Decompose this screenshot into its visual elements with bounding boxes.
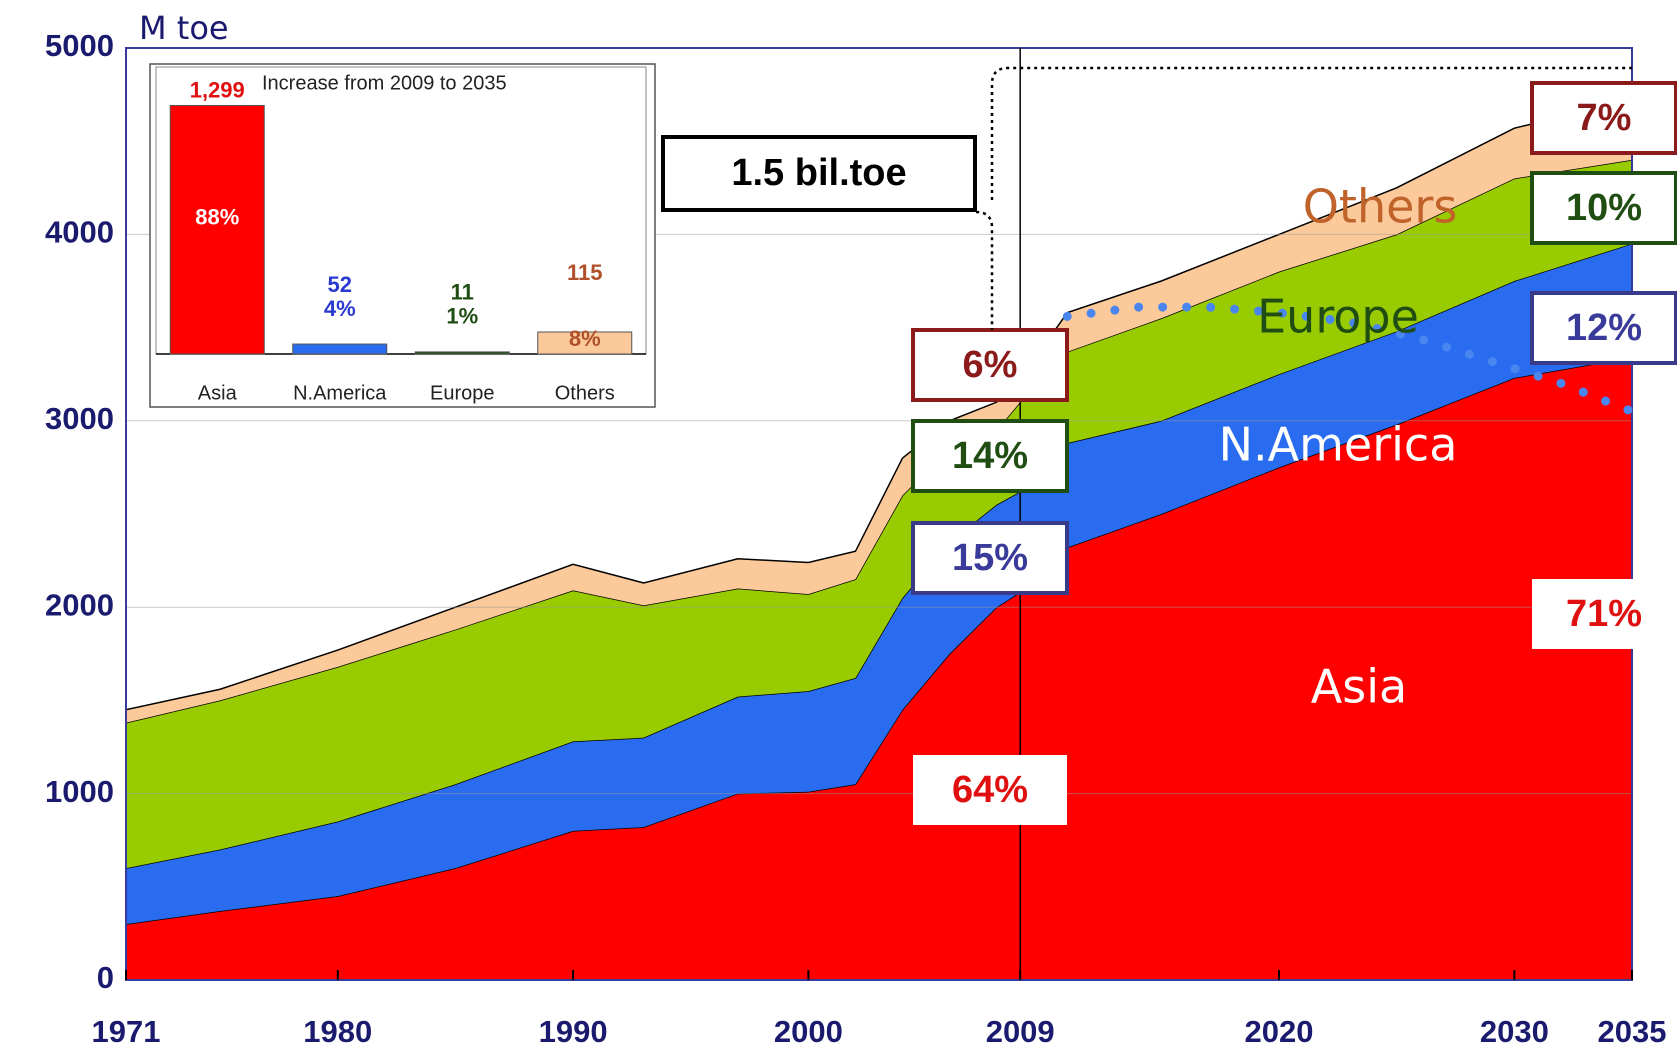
value-label: 52 [328,272,352,297]
area-label: N.America [1219,418,1458,472]
share-label: 71% [1566,593,1642,635]
share-box [1530,81,1677,155]
share-box [913,755,1067,825]
callout-text: 1.5 bil.toe [731,152,906,194]
share-box [1532,579,1676,649]
y-tick-label: 0 [97,960,114,995]
y-tick-label: 3000 [45,401,114,436]
value-label: 11 [451,280,474,305]
x-tick-label: 2009 [986,1014,1055,1049]
y-tick-label: 1000 [45,774,114,809]
x-tick-label: Asia [198,382,238,404]
share-label: 6% [963,344,1018,386]
x-tick-label: 1980 [303,1014,372,1049]
area-label: Asia [1311,660,1407,714]
area [126,243,1632,925]
share-label: 7% [1577,97,1632,139]
inset-title: Increase from 2009 to 2035 [262,72,507,94]
x-tick-label: 2035 [1598,1014,1667,1049]
share-label: 64% [952,769,1028,811]
share-box [911,419,1069,493]
unit-label: M toe [139,9,229,47]
bar [292,343,388,355]
inset: Increase from 2009 to 2035 Asia 1,299 88% N.… [149,63,656,408]
share-label: 14% [952,435,1028,477]
share-label: 88% [195,204,239,229]
share-label: 12% [1566,307,1642,349]
x-tick-label: Others [555,382,615,404]
x-tick-label: 1971 [92,1014,161,1049]
y-tick-label: 4000 [45,215,114,250]
share-box [911,328,1069,402]
plot-frame [125,47,1633,981]
y-tick-label: 2000 [45,587,114,622]
share-label: 10% [1566,187,1642,229]
share-label: 4% [324,296,356,321]
y-tick-label: 5000 [45,28,114,63]
x-tick-label: 2020 [1245,1014,1314,1049]
x-tick-label: 1990 [539,1014,608,1049]
area [126,357,1632,980]
x-tick-label: 2000 [774,1014,843,1049]
callout-bracket [975,66,1632,330]
bar [537,331,633,355]
x-tick-label: N.America [293,382,387,404]
dotted-line [1062,302,1637,416]
x-tick-label: 2030 [1480,1014,1549,1049]
share-label: 1% [446,304,478,329]
area [126,159,1632,869]
area-label: Others [1303,180,1458,234]
x-tick-label: Europe [430,382,495,404]
callout-box [661,135,977,212]
share-box [1530,291,1677,365]
share-label: 8% [569,326,601,351]
bar [414,351,510,355]
bar [169,104,265,355]
value-label: 1,299 [190,77,245,102]
share-box [1530,171,1677,245]
area [126,100,1632,723]
area-label: Europe [1257,290,1419,344]
share-label: 15% [952,537,1028,579]
share-box [911,521,1069,595]
value-label: 115 [567,260,603,285]
